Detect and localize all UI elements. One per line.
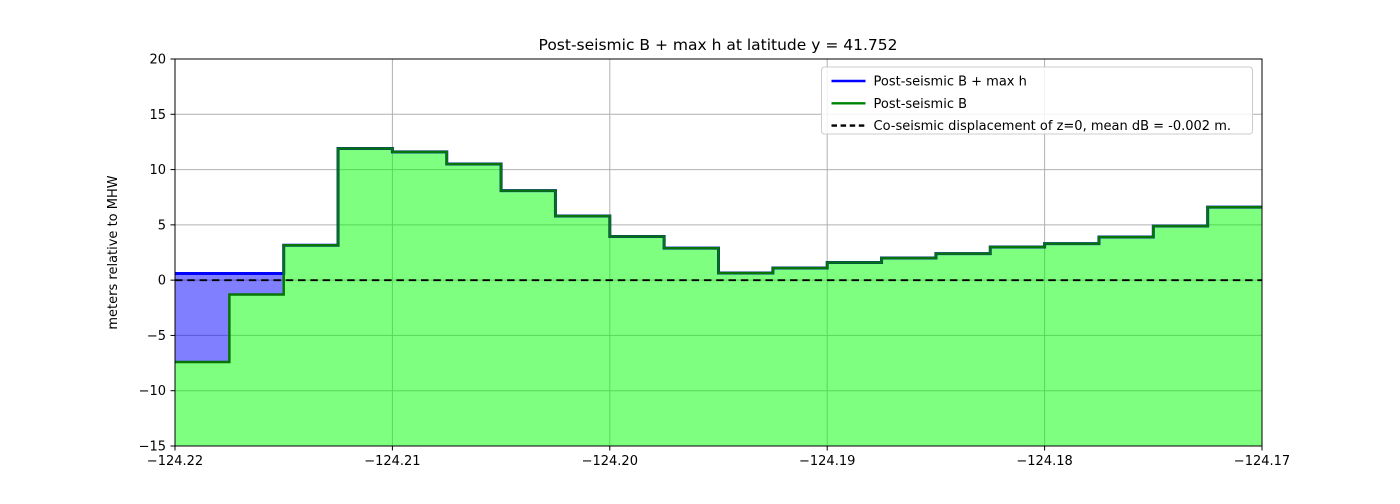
legend-box: [821, 66, 1253, 135]
y-tick-label: 0: [158, 274, 166, 289]
y-tick-label: 20: [149, 53, 166, 68]
post-seismic-b-line: [175, 147, 1262, 364]
x-tick-label: −124.17: [1234, 454, 1290, 469]
x-tick-label: −124.21: [364, 454, 420, 469]
y-tick-label: −15: [139, 440, 166, 455]
x-tick-label: −124.20: [582, 454, 638, 469]
y-tick-label: 10: [149, 163, 166, 178]
axes-layer: −124.22 −124.21 −124.20 −124.19 −124.18 −124.…: [139, 53, 1291, 470]
x-tick-label: −124.19: [799, 454, 855, 469]
series-line-layer: [175, 147, 1262, 364]
legend: Post-seismic B + max h Post-seismic B Co-s…: [821, 66, 1253, 135]
y-tick-label: −10: [139, 384, 166, 399]
y-tick-label: −5: [147, 329, 166, 344]
y-tick-label: 5: [158, 218, 166, 233]
legend-label: Co-seismic displacement of z=0, mean dB …: [874, 119, 1232, 134]
y-axis-label: meters relative to MHW: [106, 175, 121, 329]
y-tick-label: 15: [149, 108, 166, 123]
series-fill-layer: [175, 148, 1262, 446]
chart-title: Post-seismic B + max h at latitude y = 4…: [539, 36, 898, 54]
axes-spines: [174, 58, 1263, 447]
x-tick-label: −124.18: [1016, 454, 1072, 469]
legend-label: Post-seismic B: [874, 97, 968, 112]
topography-fill: [175, 148, 1262, 446]
x-tick-label: −124.22: [147, 454, 203, 469]
legend-label: Post-seismic B + max h: [874, 75, 1027, 90]
